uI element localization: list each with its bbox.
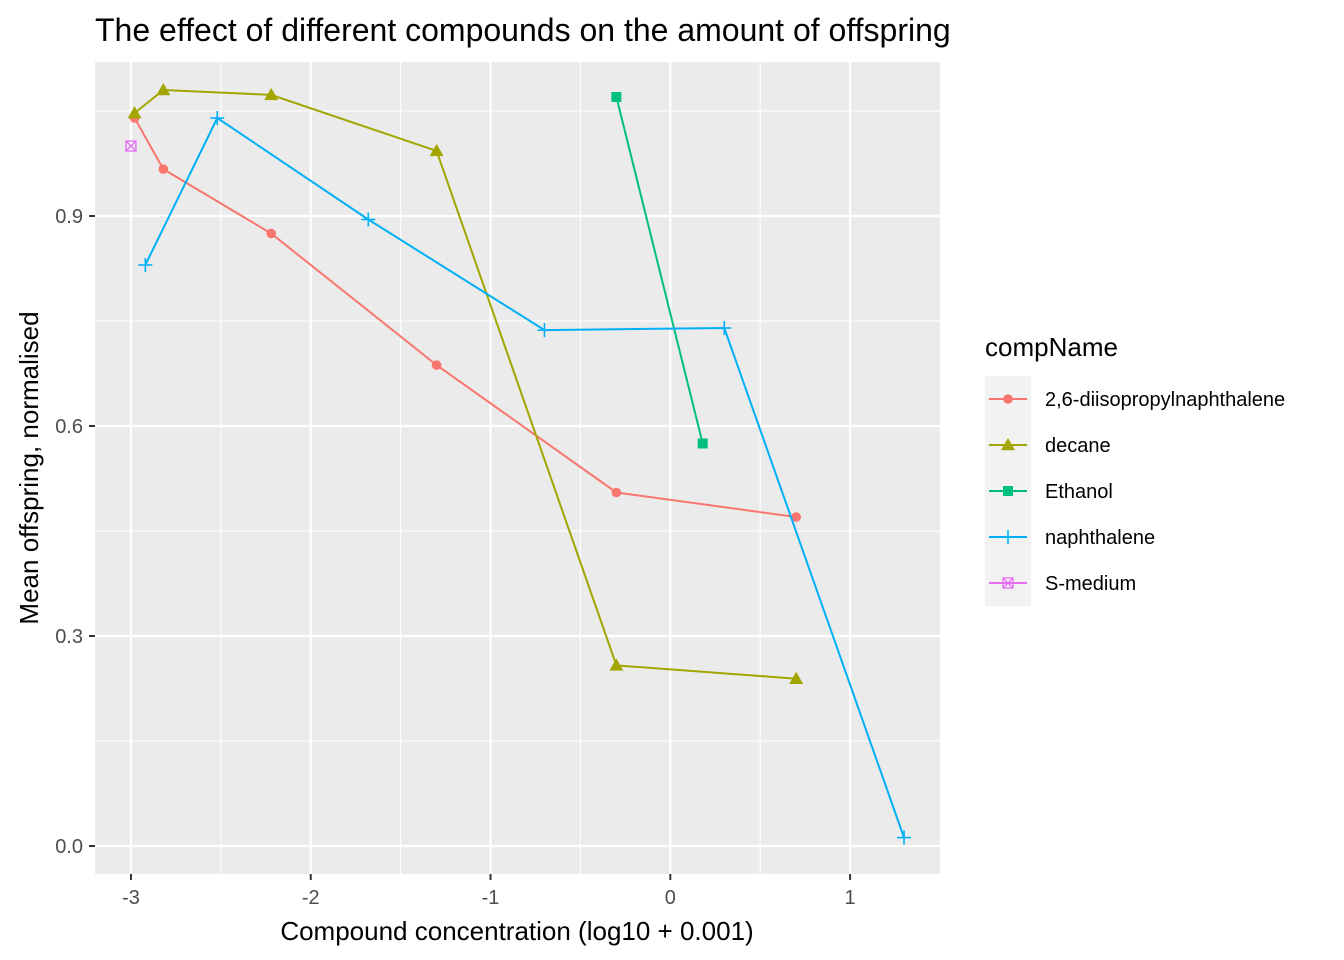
data-point-naphthalene: [537, 323, 552, 338]
series-line-naphthalene: [144, 116, 905, 838]
legend-item-decane: decane: [985, 422, 1111, 468]
series-layer: [125, 83, 912, 845]
y-tick-label: 0.0: [55, 836, 83, 858]
x-tick-label: 1: [845, 887, 856, 909]
legend-label: decane: [1045, 435, 1111, 457]
chart-title: The effect of different compounds on the…: [95, 12, 951, 48]
legend-item-s-medium: S-medium: [985, 560, 1136, 606]
legend-key-marker: [1002, 577, 1014, 589]
y-tick-label: 0.9: [55, 206, 83, 228]
series-s-medium: [125, 140, 137, 152]
data-point-2-6-diisopropylnaphthalene: [611, 487, 622, 498]
data-point-decane: [429, 143, 444, 157]
data-point-naphthalene: [717, 321, 732, 335]
legend-item-naphthalene: naphthalene: [985, 514, 1155, 560]
legend-item-2-6-diisopropylnaphthalene: 2,6-diisopropylnaphthalene: [985, 376, 1285, 422]
legend-label: Ethanol: [1045, 481, 1113, 503]
legend: compName 2,6-diisopropylnaphthalene decan…: [985, 332, 1285, 606]
data-point-2-6-diisopropylnaphthalene: [791, 512, 801, 522]
x-tick-label: 0: [665, 887, 676, 909]
x-tick-label: -3: [122, 887, 140, 909]
legend-label: 2,6-diisopropylnaphthalene: [1045, 389, 1285, 411]
y-axis-title: Mean offspring, normalised: [14, 311, 44, 624]
data-point-s-medium: [125, 140, 137, 152]
legend-key-marker: [1001, 438, 1015, 451]
series-line-2-6-diisopropylnaphthalene: [133, 117, 797, 518]
series-naphthalene: [138, 111, 912, 845]
y-tick-label: 0.3: [55, 626, 83, 648]
legend-title: compName: [985, 332, 1118, 362]
legend-key-marker: [1001, 530, 1015, 544]
data-point-naphthalene: [210, 111, 225, 125]
y-tick-label: 0.6: [55, 416, 83, 438]
data-point-decane: [156, 83, 171, 96]
legend-key-marker: [1003, 394, 1013, 404]
data-point-2-6-diisopropylnaphthalene: [431, 360, 442, 370]
x-axis: -3 -2 -1 0 1: [122, 874, 856, 909]
legend-item-ethanol: Ethanol: [985, 468, 1113, 514]
y-axis: 0.0 0.3 0.6 0.9: [55, 206, 95, 858]
legend-label: S-medium: [1045, 573, 1136, 595]
series-line-ethanol: [615, 96, 704, 444]
legend-label: naphthalene: [1045, 527, 1155, 549]
data-point-naphthalene: [897, 830, 912, 845]
data-point-decane: [127, 106, 142, 119]
data-point-naphthalene: [138, 258, 153, 272]
data-point-ethanol: [611, 92, 622, 102]
plot-panel: [95, 62, 940, 874]
data-point-decane: [264, 87, 279, 101]
data-point-naphthalene: [361, 212, 376, 227]
major-gridlines: [95, 62, 940, 874]
data-point-decane: [789, 671, 804, 684]
data-point-ethanol: [697, 438, 708, 449]
x-tick-label: -1: [482, 887, 500, 909]
x-axis-title: Compound concentration (log10 + 0.001): [280, 916, 753, 946]
series-ethanol: [611, 92, 708, 449]
data-point-decane: [609, 658, 624, 671]
data-point-2-6-diisopropylnaphthalene: [158, 164, 169, 174]
x-tick-label: -2: [302, 887, 320, 909]
series-decane: [127, 83, 804, 684]
legend-key-marker: [1003, 486, 1013, 496]
data-point-2-6-diisopropylnaphthalene: [266, 228, 276, 239]
